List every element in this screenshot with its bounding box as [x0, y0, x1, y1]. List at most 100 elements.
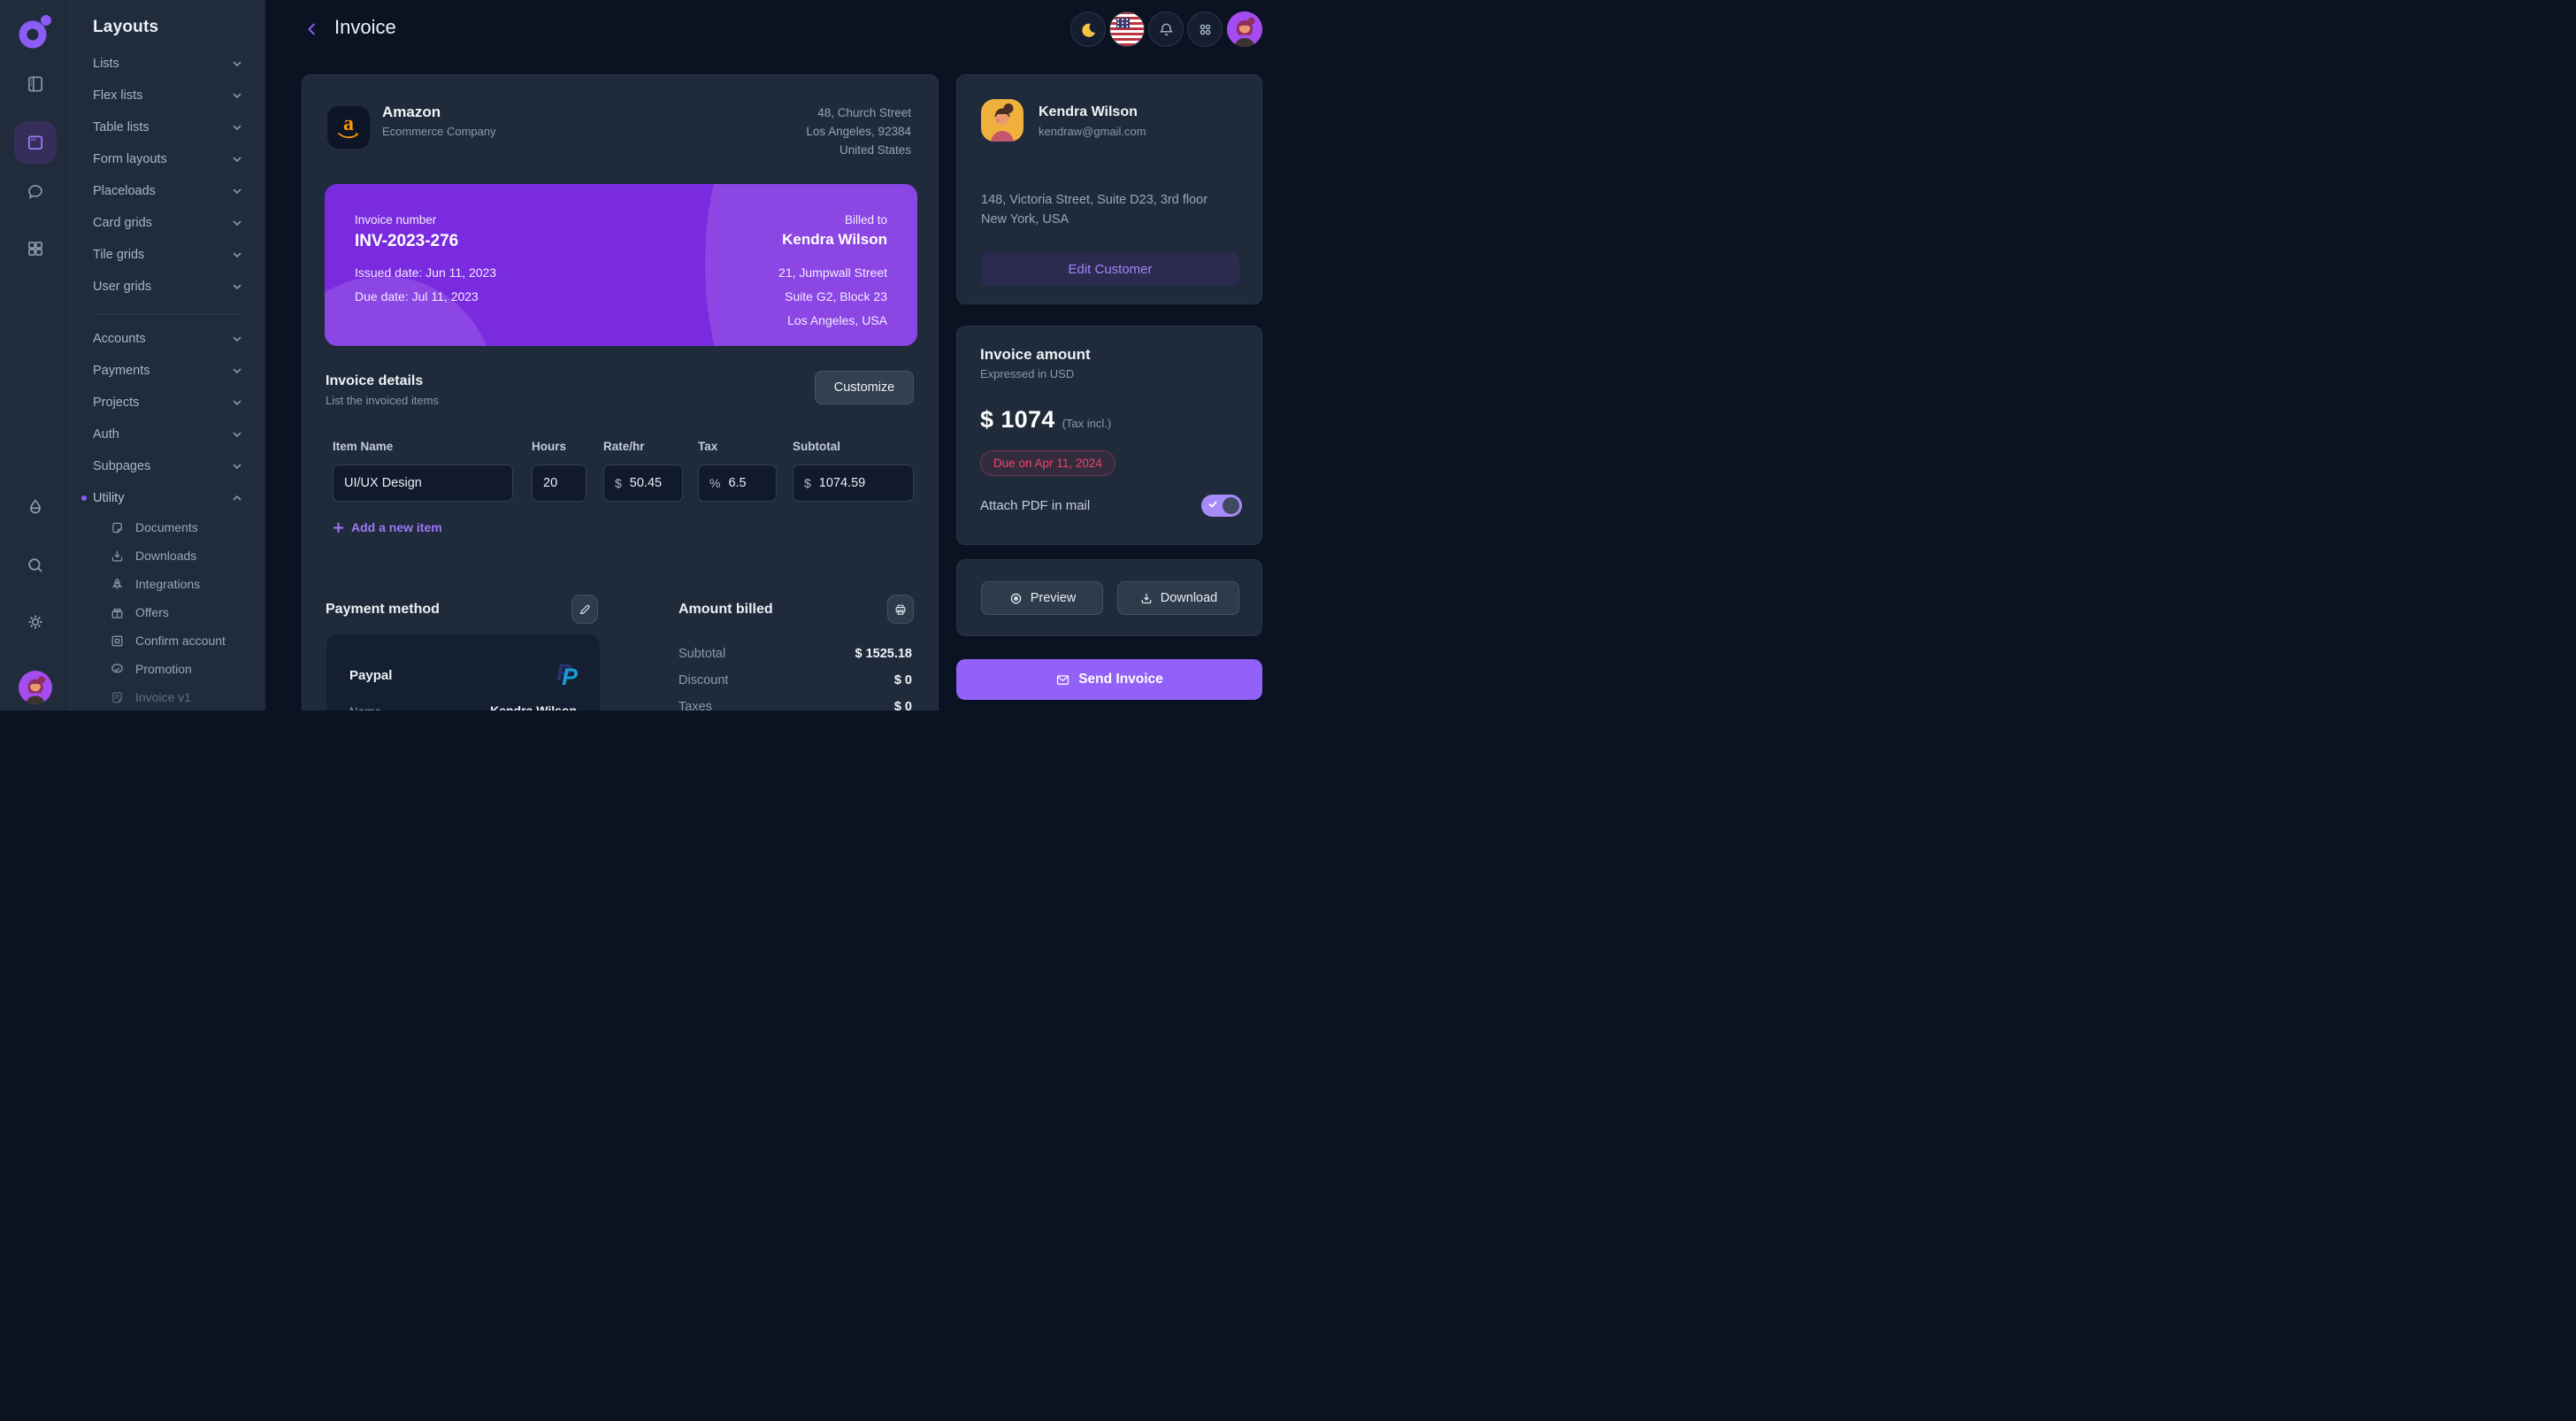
- subtotal-field[interactable]: $: [793, 465, 914, 502]
- language-flag-button[interactable]: [1109, 12, 1145, 47]
- chevron-up-icon: [232, 493, 242, 503]
- billed-to-name: Kendra Wilson: [782, 231, 887, 248]
- tax-field[interactable]: %: [698, 465, 777, 502]
- back-chevron-icon: [308, 23, 315, 35]
- attach-pdf-toggle[interactable]: [1201, 495, 1242, 517]
- payment-provider: Paypal: [349, 668, 393, 683]
- sidebar-item-documents[interactable]: Documents: [110, 515, 248, 540]
- chevron-down-icon: [232, 250, 242, 260]
- theme-toggle-button[interactable]: [1070, 12, 1106, 47]
- check-icon: [1208, 500, 1217, 509]
- company-logo: a: [327, 106, 370, 149]
- customer-name: Kendra Wilson: [1039, 104, 1138, 119]
- grid-icon[interactable]: [26, 239, 45, 258]
- preview-eye-icon: [1010, 593, 1021, 603]
- sidebar-item-placeloads[interactable]: Placeloads: [93, 178, 242, 204]
- sidebar-item-integrations[interactable]: Integrations: [110, 572, 248, 596]
- app-logo[interactable]: [17, 12, 54, 51]
- rate-input[interactable]: [629, 476, 665, 490]
- invoice-amount-card: Invoice amount Expressed in USD $ 1074 (…: [956, 326, 1262, 545]
- hours-input[interactable]: [543, 476, 575, 490]
- apps-menu-button[interactable]: [1187, 12, 1223, 47]
- search-icon[interactable]: [26, 556, 45, 575]
- sidebar-divider: [93, 314, 242, 315]
- svg-text:P: P: [556, 659, 573, 686]
- confirm-account-icon: [111, 635, 123, 646]
- subtotal-input[interactable]: [818, 476, 902, 490]
- amount-row-taxes: Taxes $ 0: [678, 700, 912, 710]
- issued-date: Issued date: Jun 11, 2023: [355, 265, 497, 280]
- sidebar-item-projects[interactable]: Projects: [93, 389, 242, 416]
- invoice-number: INV-2023-276: [355, 232, 459, 250]
- company-type: Ecommerce Company: [382, 125, 496, 138]
- sidebar-panel-icon[interactable]: [26, 74, 45, 94]
- svg-text:P: P: [562, 664, 579, 687]
- tax-input[interactable]: [728, 476, 765, 490]
- chevron-down-icon: [232, 218, 242, 228]
- amount-row-subtotal: Subtotal $ 1525.18: [678, 647, 912, 661]
- sidebar-item-promotion[interactable]: Promotion: [110, 657, 248, 681]
- download-button[interactable]: Download: [1117, 581, 1239, 615]
- sidebar-item-downloads[interactable]: Downloads: [110, 543, 248, 568]
- rail-item-layouts-active[interactable]: [13, 121, 57, 164]
- sidebar-item-flex-lists[interactable]: Flex lists: [93, 82, 242, 109]
- gear-icon[interactable]: [26, 612, 45, 632]
- sidebar-item-tile-grids[interactable]: Tile grids: [93, 242, 242, 268]
- document-icon: [112, 522, 122, 533]
- column-tax: Tax: [698, 440, 718, 453]
- sidebar-item-subpages[interactable]: Subpages: [93, 453, 242, 480]
- user-avatar[interactable]: [1227, 12, 1262, 47]
- paypal-card[interactable]: Paypal P P Name Kendra Wilson: [326, 634, 600, 710]
- preview-button[interactable]: Preview: [981, 581, 1103, 615]
- payment-method-title: Payment method: [326, 602, 440, 617]
- chevron-down-icon: [232, 58, 242, 69]
- sidebar-item-form-layouts[interactable]: Form layouts: [93, 146, 242, 173]
- due-date: Due date: Jul 11, 2023: [355, 289, 479, 303]
- droplet-icon[interactable]: [26, 497, 45, 517]
- edit-customer-button[interactable]: Edit Customer: [981, 252, 1239, 286]
- paypal-icon: P P: [556, 657, 580, 687]
- add-new-item-button[interactable]: Add a new item: [333, 520, 442, 534]
- chevron-down-icon: [232, 397, 242, 408]
- sidebar-item-invoice-v1[interactable]: Invoice v1: [110, 685, 248, 710]
- page-title: Invoice: [334, 16, 396, 38]
- app-screen: Layouts Lists Flex lists Table lists For…: [0, 0, 1288, 710]
- sidebar-item-confirm-account[interactable]: Confirm account: [110, 628, 248, 653]
- send-invoice-button[interactable]: Send Invoice: [956, 659, 1262, 700]
- toggle-knob: [1223, 497, 1239, 514]
- invoice-amount-value: $ 1074 (Tax incl.): [980, 406, 1111, 434]
- customize-button[interactable]: Customize: [815, 371, 914, 404]
- hours-field[interactable]: [532, 465, 586, 502]
- sidebar-item-lists[interactable]: Lists: [93, 50, 242, 77]
- edit-payment-button[interactable]: [571, 595, 598, 624]
- mail-icon: [1057, 674, 1070, 685]
- logo-icon: [19, 15, 51, 49]
- sidebar-title: Layouts: [93, 18, 159, 36]
- sidebar-item-table-lists[interactable]: Table lists: [93, 114, 242, 141]
- amount-billed-title: Amount billed: [678, 602, 773, 617]
- amount-number: 1074: [1000, 406, 1055, 433]
- chevron-down-icon: [232, 429, 242, 440]
- chevron-down-icon: [232, 186, 242, 196]
- print-button[interactable]: [887, 595, 914, 624]
- rail-user-avatar[interactable]: [18, 671, 52, 704]
- badge-check-icon: [111, 663, 123, 673]
- item-name-field[interactable]: [333, 465, 513, 502]
- sidebar-item-user-grids[interactable]: User grids: [93, 273, 242, 300]
- invoice-number-label: Invoice number: [355, 213, 437, 227]
- chat-icon[interactable]: [26, 182, 45, 202]
- bell-icon: [1159, 23, 1173, 35]
- attach-pdf-label: Attach PDF in mail: [980, 498, 1091, 513]
- rate-field[interactable]: $: [603, 465, 683, 502]
- notifications-button[interactable]: [1148, 12, 1184, 47]
- back-button[interactable]: [302, 19, 323, 40]
- item-name-input[interactable]: [344, 476, 502, 490]
- sidebar-item-payments[interactable]: Payments: [93, 357, 242, 384]
- sidebar-item-auth[interactable]: Auth: [93, 421, 242, 448]
- sidebar-item-accounts[interactable]: Accounts: [93, 326, 242, 352]
- sidebar-item-card-grids[interactable]: Card grids: [93, 210, 242, 236]
- apps-grid-icon: [1200, 24, 1210, 35]
- sidebar-item-utility[interactable]: Utility: [81, 485, 242, 511]
- sidebar-item-offers[interactable]: Offers: [110, 600, 248, 625]
- column-hours: Hours: [532, 440, 567, 453]
